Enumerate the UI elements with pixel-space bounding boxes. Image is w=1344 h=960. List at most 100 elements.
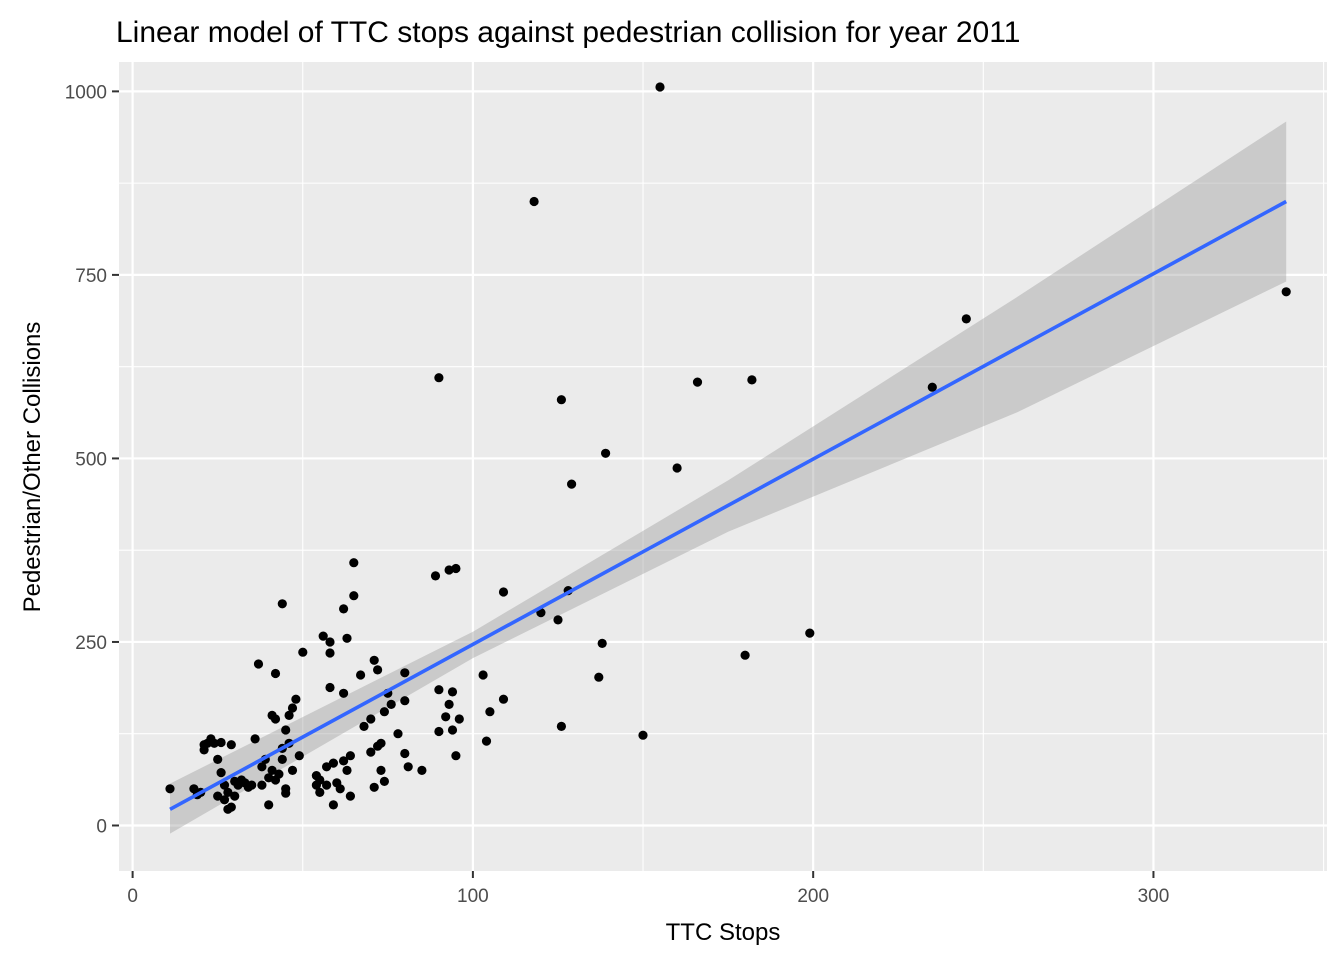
- data-point: [325, 637, 335, 647]
- plot-panel: [119, 62, 1327, 871]
- data-point: [253, 659, 264, 669]
- data-point: [209, 738, 219, 748]
- data-point: [298, 647, 308, 657]
- data-point: [270, 668, 281, 679]
- data-point: [345, 751, 355, 761]
- minor-gridlines: [119, 62, 1327, 871]
- data-point: [672, 463, 682, 473]
- data-point: [597, 638, 607, 649]
- data-point: [356, 670, 366, 680]
- data-point: [366, 714, 376, 724]
- data-point: [339, 604, 349, 614]
- data-point: [270, 714, 281, 724]
- data-point: [250, 734, 260, 744]
- data-point: [529, 196, 539, 207]
- data-point: [478, 670, 488, 680]
- data-point: [403, 762, 413, 772]
- data-points: [165, 82, 1291, 814]
- data-point: [287, 765, 298, 776]
- data-point: [805, 628, 815, 638]
- data-point: [567, 479, 577, 489]
- data-point: [692, 377, 703, 387]
- data-point: [223, 787, 233, 798]
- data-point: [434, 373, 444, 383]
- data-point: [1281, 287, 1291, 297]
- x-tick-label: 300: [1138, 886, 1170, 907]
- data-point: [747, 375, 757, 385]
- data-point: [318, 631, 328, 641]
- data-point: [230, 791, 240, 801]
- data-point: [315, 775, 325, 785]
- data-point: [213, 791, 223, 801]
- data-point: [927, 382, 937, 392]
- data-point: [556, 395, 567, 405]
- data-point: [379, 707, 389, 717]
- data-point: [267, 765, 277, 776]
- data-point: [328, 758, 338, 768]
- data-point: [277, 754, 287, 765]
- data-point: [369, 655, 379, 665]
- data-point: [485, 707, 495, 717]
- data-point: [400, 668, 410, 678]
- data-point: [434, 685, 444, 695]
- data-point: [430, 571, 441, 581]
- major-gridlines: [119, 62, 1327, 871]
- regression-line: [169, 199, 1288, 811]
- data-point: [400, 748, 410, 759]
- y-tick-label: 500: [75, 449, 107, 470]
- data-point: [325, 682, 335, 693]
- x-tick-label: 100: [457, 886, 489, 907]
- data-point: [655, 82, 665, 92]
- data-point: [226, 740, 236, 750]
- data-point: [274, 769, 284, 779]
- data-point: [219, 795, 230, 805]
- data-point: [601, 448, 611, 458]
- y-tick-label: 750: [75, 266, 107, 287]
- data-point: [444, 699, 454, 710]
- y-tick-label: 0: [96, 816, 107, 837]
- data-point: [264, 800, 274, 810]
- data-point: [342, 633, 352, 643]
- data-point: [386, 699, 396, 710]
- data-point: [339, 688, 349, 698]
- data-point: [226, 802, 236, 812]
- data-point: [376, 765, 386, 776]
- data-point: [451, 751, 461, 761]
- data-point: [216, 737, 226, 748]
- data-point: [359, 721, 369, 732]
- data-point: [281, 788, 291, 798]
- data-point: [294, 751, 304, 761]
- data-point: [447, 725, 458, 735]
- data-point: [498, 587, 509, 597]
- data-point: [165, 784, 175, 794]
- data-point: [961, 314, 971, 324]
- data-point: [400, 696, 410, 706]
- data-point: [287, 703, 298, 713]
- data-point: [393, 729, 403, 739]
- x-tick-label: 200: [797, 886, 829, 907]
- data-point: [498, 694, 509, 704]
- data-point: [291, 694, 301, 704]
- data-point: [376, 738, 386, 748]
- data-point: [335, 784, 345, 794]
- data-point: [328, 800, 338, 810]
- data-point: [481, 736, 492, 746]
- y-axis: 0 250 500 750 1000: [65, 82, 119, 837]
- data-point: [322, 762, 332, 772]
- data-point: [281, 725, 291, 735]
- data-point: [342, 765, 352, 776]
- data-point: [247, 780, 257, 790]
- y-tick-label: 1000: [65, 82, 107, 103]
- data-point: [284, 710, 294, 721]
- data-point: [339, 756, 349, 766]
- data-point: [451, 563, 461, 574]
- data-point: [379, 776, 389, 787]
- data-point: [441, 712, 451, 722]
- data-point: [447, 687, 458, 697]
- data-point: [594, 672, 604, 682]
- chart-title: Linear model of TTC stops against pedest…: [116, 16, 1020, 49]
- data-point: [553, 615, 563, 625]
- x-tick-label: 0: [127, 886, 138, 907]
- data-point: [417, 765, 427, 776]
- data-point: [366, 747, 376, 757]
